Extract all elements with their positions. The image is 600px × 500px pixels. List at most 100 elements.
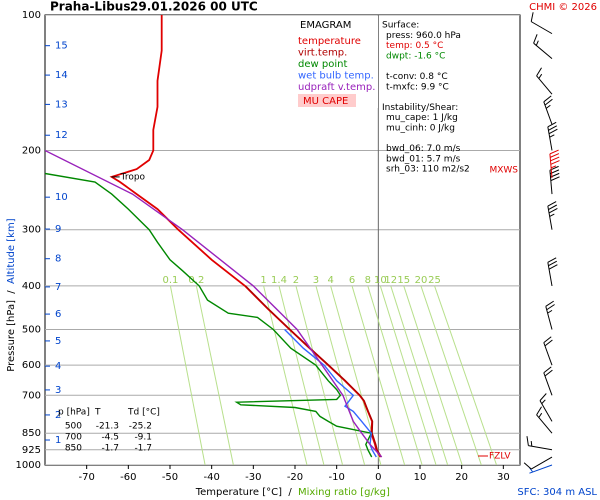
barb-feather — [543, 95, 552, 103]
altitude-tick-label: 5 — [55, 336, 61, 347]
y-tick-label: 500 — [22, 325, 41, 336]
info-line: dwpt: -1.6 °C — [386, 51, 445, 61]
altitude-tick-label: 2 — [55, 410, 61, 421]
barb-feather — [544, 98, 553, 106]
cape-label: MU CAPE — [303, 96, 348, 107]
barb-feather — [547, 201, 557, 207]
info-line: Surface: — [382, 21, 419, 31]
table-header: T — [94, 408, 101, 418]
mixing-ratio-label: 0.1 — [162, 275, 178, 286]
barb-staff — [547, 126, 553, 151]
mixing-ratio-label: 15 — [397, 275, 410, 286]
mixing-ratio-label: 1 — [260, 275, 266, 286]
barb-staff — [543, 101, 553, 125]
info-line: t-conv: 0.8 °C — [386, 72, 448, 82]
wind-barb — [523, 456, 553, 470]
y-tick-label: 850 — [22, 428, 41, 439]
barb-staff — [543, 342, 553, 366]
barb-half — [538, 412, 543, 418]
barb-feather — [533, 34, 538, 44]
barb-staff — [543, 372, 553, 396]
y-tick-label: 300 — [22, 225, 41, 236]
profile-line — [244, 285, 382, 458]
profile-line — [45, 172, 373, 458]
mxws-label: MXWS — [489, 165, 518, 175]
legend-entry: temperature — [298, 36, 361, 47]
altitude-tick-label: 6 — [55, 309, 61, 320]
x-tick-label: -50 — [162, 472, 178, 483]
barb-half — [550, 165, 557, 169]
barb-staff — [539, 400, 553, 422]
sfc-label: SFC: 304 m ASL — [517, 487, 597, 498]
wind-barb — [549, 149, 560, 178]
wind-barb — [526, 436, 553, 451]
barb-feather — [548, 125, 558, 131]
barb-staff — [536, 75, 553, 95]
barb-feather — [530, 12, 534, 22]
barb-staff — [545, 306, 553, 330]
wind-barb — [547, 257, 558, 287]
wind-barb — [539, 393, 553, 422]
cape-box — [298, 94, 356, 107]
barb-feather — [546, 304, 555, 311]
y-axis-label: Pressure [hPa] — [6, 300, 17, 372]
mixing-ratio-label: 4 — [327, 275, 333, 286]
altitude-tick-label: 13 — [55, 99, 68, 110]
legend-entry: dew point — [298, 59, 347, 70]
barb-staff — [549, 170, 553, 195]
x-tick-label: -10 — [328, 472, 344, 483]
barb-feather — [547, 257, 557, 263]
wind-barb — [547, 121, 558, 151]
x-tick-label: -20 — [287, 472, 303, 483]
barb-staff — [528, 445, 553, 451]
legend-entry: virt.temp. — [298, 48, 347, 59]
altitude-tick-label: 12 — [55, 130, 68, 141]
barb-feather — [523, 462, 532, 470]
barb-half — [549, 213, 555, 217]
table-cell: -9.1 — [134, 433, 152, 443]
wind-barb — [547, 201, 558, 230]
table-cell: -21.3 — [96, 422, 119, 432]
mixing-ratio-label: 10 — [374, 275, 387, 286]
mixing-ratio-line — [295, 285, 344, 465]
table-cell: 850 — [65, 444, 82, 454]
barb-feather — [539, 393, 547, 401]
x-axis-label-2: Mixing ratio [g/kg] — [298, 487, 390, 498]
wind-barb — [533, 34, 553, 59]
profile-line — [45, 149, 383, 458]
chart-title: Praha-Libus — [50, 0, 130, 14]
info-line: temp: 0.5 °C — [386, 41, 443, 51]
wind-barb — [530, 12, 553, 35]
altitude-tick-label: 3 — [55, 385, 61, 396]
legend-entry: udpraft v.temp. — [298, 82, 375, 93]
mixing-ratio-label: 0.2 — [188, 275, 204, 286]
mixing-ratio-line — [379, 285, 437, 465]
y-tick-label: 400 — [22, 281, 41, 292]
y-tick-label: 100 — [22, 10, 41, 21]
mixing-ratio-line — [390, 285, 449, 465]
barb-feather — [550, 156, 560, 162]
barb-staff — [530, 456, 553, 470]
x-tick-label: -70 — [78, 472, 94, 483]
altitude-tick-label: 7 — [55, 282, 61, 293]
mixing-ratio-line — [263, 285, 308, 465]
barb-half — [530, 440, 533, 447]
wind-barb — [543, 95, 553, 125]
barb-feather — [543, 366, 552, 374]
altitude-tick-label: 15 — [55, 41, 68, 52]
x-axis-label: Temperature [°C] — [195, 487, 282, 498]
legend-entry: wet bulb temp. — [298, 71, 374, 82]
info-line: bwd_01: 5.7 m/s — [386, 154, 461, 164]
barb-half — [538, 73, 543, 79]
info-line: press: 960.0 hPa — [386, 31, 461, 41]
mixing-ratio-label: 1.4 — [271, 275, 287, 286]
x-tick-label: -40 — [203, 472, 219, 483]
barb-feather — [549, 149, 559, 155]
barb-feather — [544, 369, 553, 377]
wind-barb — [543, 366, 553, 396]
barb-feather — [547, 121, 557, 128]
barb-staff — [547, 205, 553, 230]
y-tick-label: 925 — [22, 445, 41, 456]
x-tick-label: 20 — [455, 472, 468, 483]
